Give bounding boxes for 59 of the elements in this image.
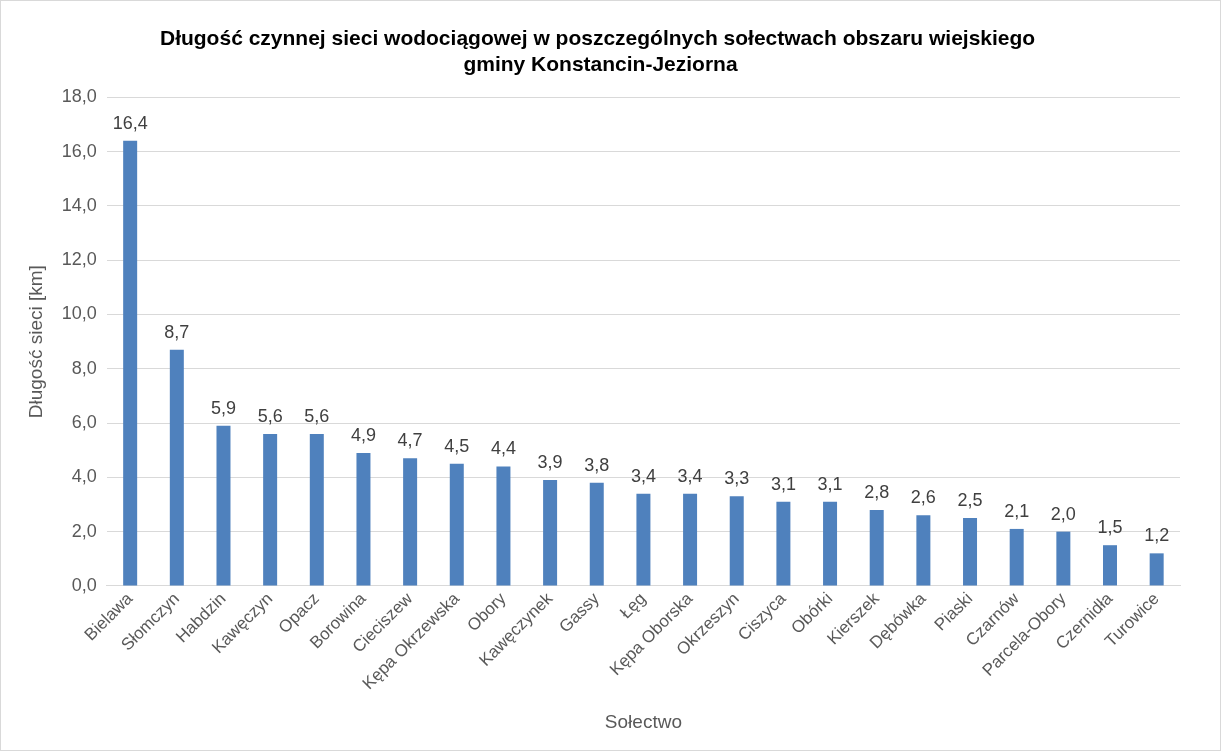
data-label: 8,7 [164, 321, 190, 342]
data-label: 5,9 [210, 397, 236, 418]
data-label: 4,4 [490, 438, 516, 459]
bar [403, 458, 418, 586]
bar [309, 433, 324, 586]
bar [169, 349, 184, 586]
bar [449, 463, 464, 586]
x-axis-title: Sołectwo [604, 710, 682, 732]
data-label: 2,1 [1004, 500, 1030, 521]
bar [729, 496, 744, 586]
bar [963, 518, 978, 586]
bar [496, 466, 511, 586]
bar [1056, 531, 1071, 586]
data-label: 3,4 [630, 465, 656, 486]
data-label: 4,7 [397, 430, 423, 451]
data-label: 2,0 [1050, 503, 1076, 524]
bar [216, 425, 231, 586]
data-label: 2,6 [910, 487, 936, 508]
y-tick-label: 18,0 [61, 86, 97, 107]
data-label: 1,2 [1144, 525, 1170, 546]
y-tick-label: 6,0 [71, 412, 97, 433]
data-label: 5,6 [304, 405, 330, 426]
data-label: 3,1 [817, 473, 843, 494]
bar [1149, 553, 1164, 586]
y-tick-label: 2,0 [71, 520, 97, 541]
bar [589, 482, 604, 586]
bar [869, 509, 884, 586]
bar [916, 515, 931, 586]
bar [823, 501, 838, 586]
bar [263, 433, 278, 586]
bar [1103, 545, 1118, 586]
data-label: 16,4 [112, 112, 148, 133]
y-axis-title: Długość sieci [km] [24, 265, 46, 419]
y-tick-label: 8,0 [71, 357, 97, 378]
y-tick-label: 16,0 [61, 140, 97, 161]
data-label: 1,5 [1097, 517, 1123, 538]
chart-title: Długość czynnej sieci wodociągowej w poszczególnych sołectwach obszaru wiejskiego gminy Konstancin-Jeziorna [159, 26, 1042, 75]
bar [543, 480, 558, 586]
data-label: 5,6 [257, 405, 283, 426]
data-label: 4,9 [350, 424, 376, 445]
bar [123, 140, 138, 586]
data-label: 3,3 [724, 468, 750, 489]
y-tick-label: 4,0 [71, 466, 97, 487]
data-label: 3,4 [677, 465, 703, 486]
bar [683, 493, 698, 586]
data-label: 3,9 [537, 452, 563, 473]
data-label: 3,1 [770, 473, 796, 494]
data-label: 2,5 [957, 490, 983, 511]
y-tick-label: 14,0 [61, 194, 97, 215]
data-label: 2,8 [864, 481, 890, 502]
data-label: 4,5 [444, 435, 470, 456]
y-tick-label: 10,0 [61, 303, 97, 324]
bar [636, 493, 651, 586]
data-label: 3,8 [584, 454, 610, 475]
bar [1009, 528, 1024, 586]
y-tick-label: 0,0 [71, 574, 97, 595]
bar [356, 452, 371, 586]
y-tick-label: 12,0 [61, 249, 97, 270]
bar [776, 501, 791, 586]
